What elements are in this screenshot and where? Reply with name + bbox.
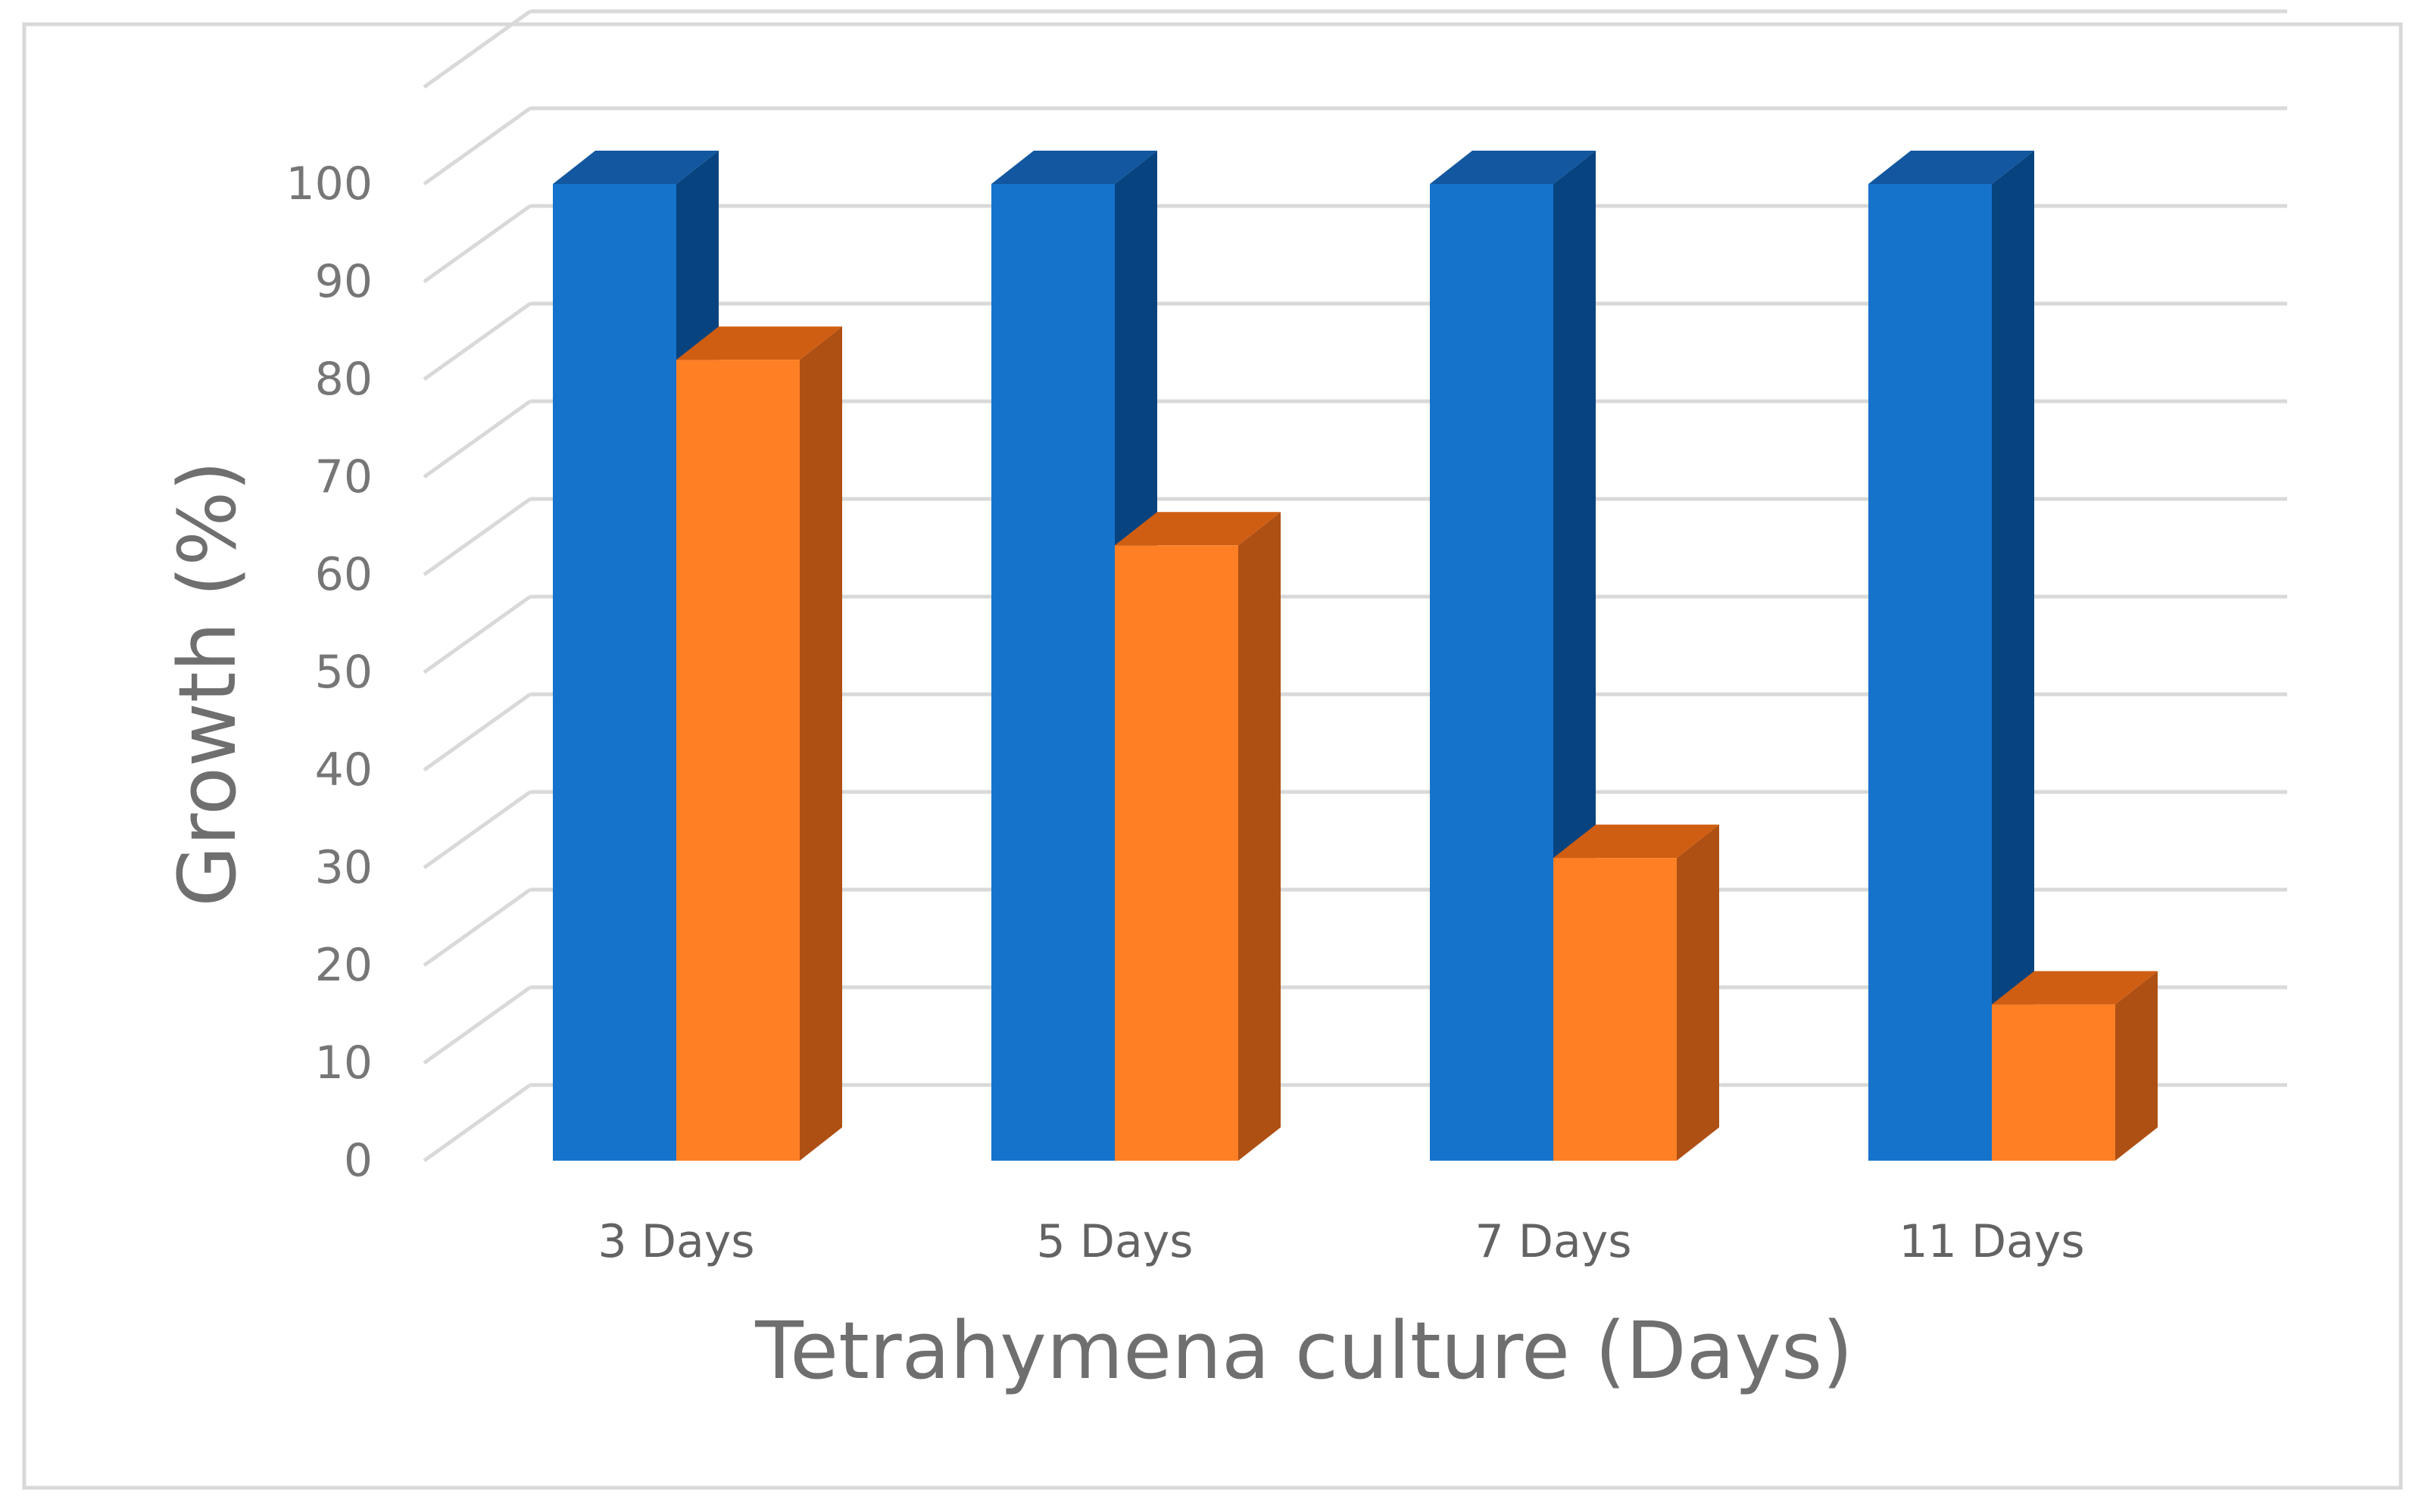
bar-series1-11-days xyxy=(1868,151,2034,1161)
x-category-label: 5 Days xyxy=(1037,1215,1194,1268)
bar-series2-5-days xyxy=(1115,512,1281,1161)
bars xyxy=(553,151,2158,1161)
y-tick-label: 70 xyxy=(315,450,373,503)
bar-series2-11-days xyxy=(1992,971,2158,1161)
y-axis-ticks: 0 10 20 30 40 50 60 70 80 90 100 xyxy=(286,157,373,1187)
x-axis-title: Tetrahymena culture (Days) xyxy=(754,1305,1852,1397)
y-tick-label: 60 xyxy=(315,548,373,601)
y-tick-label: 90 xyxy=(315,255,373,308)
bar-series2-3-days xyxy=(676,326,842,1161)
gridline-100 xyxy=(423,106,2287,186)
y-tick-label: 100 xyxy=(286,157,373,210)
y-axis-title: Growth (%) xyxy=(161,460,254,906)
x-category-label: 3 Days xyxy=(598,1215,755,1268)
bar-series2-7-days xyxy=(1553,825,1719,1161)
gridline-top xyxy=(423,9,2287,89)
x-category-label: 7 Days xyxy=(1475,1215,1632,1268)
x-axis-categories: 3 Days 5 Days 7 Days 11 Days xyxy=(598,1215,2085,1268)
x-category-label: 11 Days xyxy=(1899,1215,2084,1268)
y-tick-label: 20 xyxy=(315,939,373,992)
y-tick-label: 0 xyxy=(344,1134,373,1187)
y-tick-label: 50 xyxy=(315,646,373,699)
bar-series1-5-days xyxy=(991,151,1157,1161)
y-tick-label: 80 xyxy=(315,353,373,406)
y-tick-label: 10 xyxy=(315,1037,373,1090)
y-tick-label: 30 xyxy=(315,841,373,894)
y-tick-label: 40 xyxy=(315,744,373,797)
